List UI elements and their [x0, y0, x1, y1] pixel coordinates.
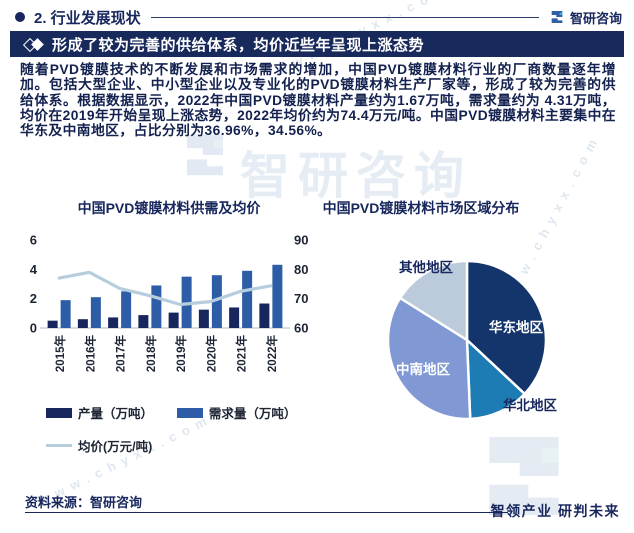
section-banner-title: 形成了较为完善的供给体系，均价近些年呈现上涨态势	[52, 36, 425, 54]
right-axis-tick: 80	[294, 262, 308, 277]
pie-label-1: 华北地区	[503, 397, 557, 413]
left-axis-tick: 4	[30, 262, 38, 277]
x-axis-label-6: 2021年	[235, 335, 249, 373]
bar-demand-5	[211, 275, 222, 328]
x-axis-label-1: 2016年	[83, 335, 97, 373]
left-axis-tick: 0	[30, 321, 37, 336]
data-source-label: 资料来源：智研咨询	[25, 495, 143, 510]
bar-production-3	[138, 315, 149, 328]
bar-line-chart: 0 2 4 6 60 70 80 90 2015年 2016年 2017年 2018年 2019年 202…	[30, 233, 309, 373]
price-line	[57, 270, 273, 307]
bullet-dot-icon	[15, 12, 25, 22]
right-axis-tick: 60	[294, 321, 308, 336]
pie-slice-3	[398, 259, 469, 342]
bar-production-4	[168, 312, 179, 328]
pie-slice-2	[386, 296, 472, 421]
brand-logo-text: 智研咨询	[569, 10, 622, 26]
bar-demand-0	[60, 300, 71, 328]
brand-logo-icon	[551, 11, 563, 23]
bar-demand-1	[90, 297, 101, 328]
x-axis-label-3: 2018年	[144, 335, 158, 373]
x-axis-label-4: 2019年	[174, 335, 188, 373]
bar-production-5	[198, 309, 209, 328]
pie-label-3: 其他地区	[399, 259, 453, 275]
brand-logo: 智研咨询	[549, 8, 622, 27]
bar-chart-title: 中国PVD镀膜材料供需及均价	[77, 200, 261, 216]
bar-production-6	[229, 307, 240, 328]
bar-demand-6	[242, 270, 253, 328]
region-pie-panel: 中国PVD镀膜材料市场区域分布 华东地区华北地区 中南地区 其他地区	[320, 198, 620, 465]
left-axis-tick: 2	[30, 291, 37, 306]
header-divider	[150, 16, 539, 18]
legend-item-production: 产量（万吨）	[46, 403, 154, 422]
footer-divider	[25, 512, 508, 513]
chart-legend: 产量（万吨） 需求量（万吨） 均价(万元/吨)	[46, 403, 320, 455]
body-paragraph: 随着PVD镀膜技术的不断发展和市场需求的增加，中国PVD镀膜材料行业的厂商数量逐…	[20, 62, 616, 139]
pie-label-2: 中南地区	[396, 361, 450, 377]
pie-label-0: 华东地区	[489, 319, 543, 335]
bar-production-2	[108, 317, 119, 328]
supply-demand-chart-panel: 中国PVD镀膜材料供需及均价 0 2 4 6 60 70 80 90 2015年 2016年 201…	[18, 198, 320, 469]
bar-production-0	[47, 320, 58, 328]
production-swatch-icon	[46, 407, 72, 418]
left-axis-tick: 6	[30, 233, 37, 248]
bar-demand-2	[121, 291, 132, 328]
x-axis-label-0: 2015年	[53, 335, 67, 373]
bar-production-1	[77, 319, 88, 328]
legend-item-demand: 需求量（万吨）	[176, 403, 297, 422]
right-axis-tick: 90	[294, 233, 308, 248]
legend-label: 产量（万吨）	[78, 407, 154, 421]
bar-production-7	[259, 303, 270, 328]
bar-demand-3	[151, 285, 162, 328]
legend-label: 需求量（万吨）	[208, 407, 297, 421]
x-axis-label-5: 2020年	[204, 335, 218, 373]
x-axis-label-2: 2017年	[114, 335, 128, 373]
price-line-swatch-icon	[46, 444, 72, 447]
right-axis-tick: 70	[294, 291, 308, 306]
page-header: 2. 行业发展现状 智研咨询	[12, 6, 622, 28]
section-banner: 形成了较为完善的供给体系，均价近些年呈现上涨态势	[10, 31, 624, 57]
bar-demand-7	[272, 264, 283, 328]
legend-label: 均价(万元/吨)	[78, 440, 153, 454]
legend-item-price: 均价(万元/吨)	[46, 436, 152, 455]
demand-swatch-icon	[176, 407, 203, 418]
footer-tagline: 智领产业 研判未来	[490, 503, 620, 519]
diamond-icon	[22, 36, 44, 53]
pie-slice-0	[465, 259, 548, 396]
pie-chart-title: 中国PVD镀膜材料市场区域分布	[322, 200, 520, 216]
x-axis-label-7: 2022年	[265, 335, 279, 373]
page-title: 2. 行业发展现状	[34, 9, 141, 27]
